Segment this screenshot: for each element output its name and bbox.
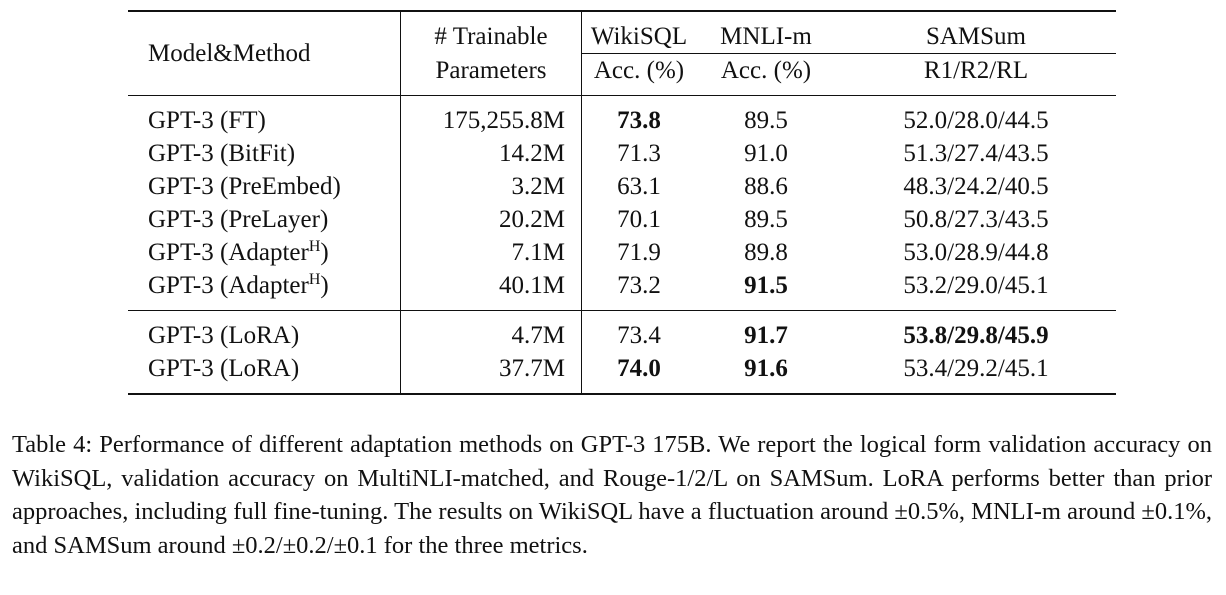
table-row: GPT-3 (LoRA) 4.7M 73.4 91.7 53.8/29.8/45.9: [128, 310, 1116, 353]
cell-wikisql: 71.3: [581, 137, 696, 170]
model-name: GPT-3 (Adapter: [148, 239, 309, 266]
cell-samsum: 48.3/24.2/40.5: [903, 173, 1049, 200]
cell-params: 175,255.8M: [400, 95, 582, 137]
cell-samsum: 52.0/28.0/44.5: [903, 107, 1049, 134]
table-row: GPT-3 (PreLayer) 20.2M 70.1 89.5 50.8/27.3/4…: [128, 203, 1116, 236]
header-row-1: Model&Method # Trainable WikiSQL MNLI-m …: [128, 11, 1116, 66]
cell-samsum: 53.4/29.2/45.1: [903, 355, 1049, 382]
table-row: GPT-3 (AdapterH) 7.1M 71.9 89.8 53.0/28.9/44…: [128, 236, 1116, 269]
header-wikisql: WikiSQL: [581, 11, 696, 54]
cell-model: GPT-3 (AdapterH): [128, 269, 401, 311]
cell-params: 40.1M: [400, 269, 582, 311]
model-name: GPT-3 (BitFit): [148, 140, 296, 167]
model-superscript: H: [308, 238, 321, 255]
lora-rows: GPT-3 (LoRA) 4.7M 73.4 91.7 53.8/29.8/45.9 GP…: [128, 310, 1116, 394]
model-name: GPT-3 (LoRA): [148, 322, 300, 349]
cell-model: GPT-3 (BitFit): [128, 137, 401, 170]
cell-mnli: 88.6: [744, 173, 788, 200]
cell-params: 7.1M: [400, 236, 582, 269]
cell-params: 4.7M: [400, 310, 582, 352]
cell-samsum: 53.0/28.9/44.8: [903, 239, 1049, 266]
cell-mnli: 91.7: [744, 322, 788, 349]
cell-mnli: 91.6: [744, 355, 788, 382]
results-table: Model&Method # Trainable WikiSQL MNLI-m …: [128, 10, 1116, 395]
header-mnli: MNLI-m: [720, 23, 812, 50]
cell-wikisql: 73.4: [581, 310, 696, 352]
table-caption: Table 4: Performance of different adapta…: [12, 431, 1212, 559]
cell-samsum: 53.2/29.0/45.1: [903, 272, 1049, 299]
cell-wikisql: 70.1: [581, 203, 696, 236]
header-params-line1: # Trainable: [400, 11, 582, 54]
cell-model: GPT-3 (LoRA): [128, 311, 401, 353]
model-name-end: ): [320, 239, 329, 266]
model-name-end: ): [320, 272, 329, 299]
cell-model: GPT-3 (LoRA): [128, 352, 401, 394]
table-row: GPT-3 (PreEmbed) 3.2M 63.1 88.6 48.3/24.2/40…: [128, 170, 1116, 203]
cell-samsum: 51.3/27.4/43.5: [903, 140, 1049, 167]
cell-model: GPT-3 (FT): [128, 96, 401, 138]
cell-wikisql: 73.8: [581, 95, 696, 137]
cell-mnli: 91.5: [744, 272, 788, 299]
model-name: GPT-3 (FT): [148, 107, 266, 134]
table-row: GPT-3 (LoRA) 37.7M 74.0 91.6 53.4/29.2/45.1: [128, 352, 1116, 394]
baseline-rows: GPT-3 (FT) 175,255.8M 73.8 89.5 52.0/28.0/44…: [128, 95, 1116, 311]
header-wikisql-metric: Acc. (%): [581, 53, 696, 96]
cell-model: GPT-3 (PreEmbed): [128, 170, 401, 203]
cell-mnli: 89.5: [744, 107, 788, 134]
cell-mnli: 89.5: [744, 206, 788, 233]
table-row: GPT-3 (FT) 175,255.8M 73.8 89.5 52.0/28.0/44…: [128, 95, 1116, 138]
cell-wikisql: 71.9: [581, 236, 696, 269]
cell-params: 20.2M: [400, 203, 582, 236]
header-row-2: Parameters Acc. (%) Acc. (%) R1/R2/RL: [128, 53, 1116, 96]
header-model: Model&Method: [148, 40, 311, 67]
cell-mnli: 91.0: [744, 140, 788, 167]
cell-wikisql: 63.1: [581, 170, 696, 203]
model-name: GPT-3 (PreLayer): [148, 206, 329, 233]
cell-params: 3.2M: [400, 170, 582, 203]
model-name: GPT-3 (Adapter: [148, 272, 309, 299]
cell-params: 14.2M: [400, 137, 582, 170]
table-row: GPT-3 (BitFit) 14.2M 71.3 91.0 51.3/27.4/43.…: [128, 137, 1116, 170]
cell-samsum: 53.8/29.8/45.9: [903, 322, 1049, 349]
header-mnli-metric: Acc. (%): [696, 53, 836, 96]
model-superscript: H: [308, 271, 321, 288]
table-row: GPT-3 (AdapterH) 40.1M 73.2 91.5 53.2/29.0/4…: [128, 269, 1116, 311]
cell-wikisql: 73.2: [581, 269, 696, 311]
cell-params: 37.7M: [400, 352, 582, 394]
cell-model: GPT-3 (PreLayer): [128, 203, 401, 236]
results-table-container: Model&Method # Trainable WikiSQL MNLI-m …: [128, 10, 1116, 395]
model-name: GPT-3 (LoRA): [148, 355, 300, 382]
cell-mnli: 89.8: [744, 239, 788, 266]
header-params-line2: Parameters: [400, 53, 582, 96]
cell-wikisql: 74.0: [581, 352, 696, 394]
model-name: GPT-3 (PreEmbed): [148, 173, 341, 200]
header-samsum-metric: R1/R2/RL: [836, 53, 1116, 96]
cell-samsum: 50.8/27.3/43.5: [903, 206, 1049, 233]
cell-model: GPT-3 (AdapterH): [128, 236, 401, 269]
header-samsum: SAMSum: [925, 23, 1027, 50]
